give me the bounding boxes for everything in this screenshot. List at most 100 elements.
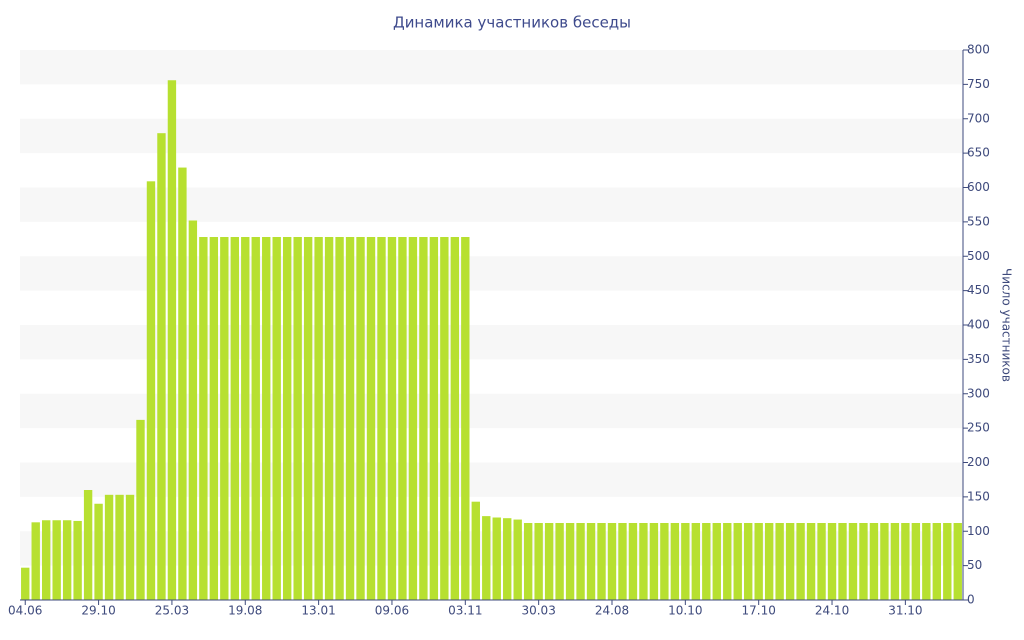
bar	[209, 237, 219, 600]
bar	[73, 520, 82, 600]
bar	[712, 523, 721, 600]
bar	[335, 237, 344, 600]
bar	[754, 523, 763, 600]
bar	[597, 523, 606, 600]
bar	[817, 523, 826, 600]
bar	[607, 523, 617, 600]
bar	[649, 523, 659, 600]
bar	[618, 523, 627, 600]
bar	[922, 523, 931, 600]
bar	[167, 80, 177, 600]
bar	[681, 523, 690, 600]
grid-band	[20, 256, 963, 291]
x-tick-label: 03.11	[448, 604, 482, 618]
x-tick-label: 09.06	[375, 604, 409, 618]
bar	[848, 523, 858, 600]
bar	[744, 523, 753, 600]
stripes	[20, 50, 963, 566]
bar	[21, 567, 30, 600]
bar	[806, 523, 816, 600]
bar	[345, 237, 355, 600]
bar	[241, 237, 250, 600]
y-tick-label: 300	[967, 386, 990, 400]
grid-band	[20, 531, 963, 566]
bar	[702, 523, 711, 600]
bar	[492, 517, 501, 600]
y-tick-label: 0	[967, 593, 975, 607]
y-tick-label: 650	[967, 146, 990, 160]
bar	[764, 523, 774, 600]
bar	[723, 523, 732, 600]
bar	[377, 237, 386, 600]
x-tick-label: 25.03	[155, 604, 189, 618]
bar	[52, 520, 61, 600]
bar	[303, 237, 313, 600]
x-tick-label: 24.08	[595, 604, 629, 618]
bar	[178, 167, 187, 600]
grid-band	[20, 187, 963, 222]
bar	[565, 523, 575, 600]
grid-band	[20, 462, 963, 497]
y-tick-label: 600	[967, 180, 990, 194]
bar	[482, 516, 491, 600]
bar	[775, 523, 784, 600]
bar	[272, 237, 281, 600]
bar	[890, 523, 900, 600]
y-tick-label: 750	[967, 77, 990, 91]
bar	[408, 237, 418, 600]
bar	[859, 523, 868, 600]
bar	[104, 494, 114, 600]
bar	[827, 523, 837, 600]
grid-band	[20, 393, 963, 429]
bar	[251, 237, 260, 600]
bar	[387, 237, 397, 600]
bar	[660, 523, 669, 600]
y-axis-label: Число участников	[1000, 268, 1014, 382]
bar	[94, 503, 103, 600]
bar	[869, 523, 879, 600]
bar	[838, 523, 847, 600]
bar	[146, 181, 156, 600]
bar	[911, 523, 921, 600]
x-tick-label: 19.08	[228, 604, 262, 618]
bar	[586, 523, 596, 600]
bar	[440, 237, 449, 600]
bar	[670, 523, 680, 600]
y-tick-label: 150	[967, 489, 990, 503]
bar	[366, 237, 376, 600]
x-tick-label: 31.10	[888, 604, 922, 618]
bar	[115, 494, 124, 600]
y-tick-label: 100	[967, 524, 990, 538]
bar	[31, 522, 40, 600]
bar	[282, 237, 292, 600]
y-tick-label: 500	[967, 249, 990, 263]
bar	[199, 237, 208, 600]
x-tick-label: 10.10	[668, 604, 702, 618]
y-tick-label: 700	[967, 111, 990, 125]
bar	[555, 523, 564, 600]
bar	[157, 133, 166, 600]
grid-band	[20, 118, 963, 154]
bar	[220, 237, 229, 600]
bar	[943, 523, 952, 600]
x-tick-label: 30.03	[521, 604, 555, 618]
bar	[314, 237, 323, 600]
x-tick-label: 04.06	[8, 604, 42, 618]
x-tick-label: 17.10	[742, 604, 776, 618]
bar	[733, 523, 742, 600]
y-tick-label: 800	[967, 43, 990, 57]
y-tick-label: 200	[967, 455, 990, 469]
x-tick-label: 13.01	[301, 604, 335, 618]
bar	[450, 237, 460, 600]
chart-title: Динамика участников беседы	[393, 14, 631, 32]
bar	[125, 494, 135, 600]
bar	[628, 523, 638, 600]
y-tick-label: 450	[967, 283, 990, 297]
bar	[356, 237, 365, 600]
bar	[953, 523, 962, 600]
bar	[785, 523, 795, 600]
bar	[534, 523, 543, 600]
bar	[901, 523, 910, 600]
y-tick-label: 400	[967, 318, 990, 332]
